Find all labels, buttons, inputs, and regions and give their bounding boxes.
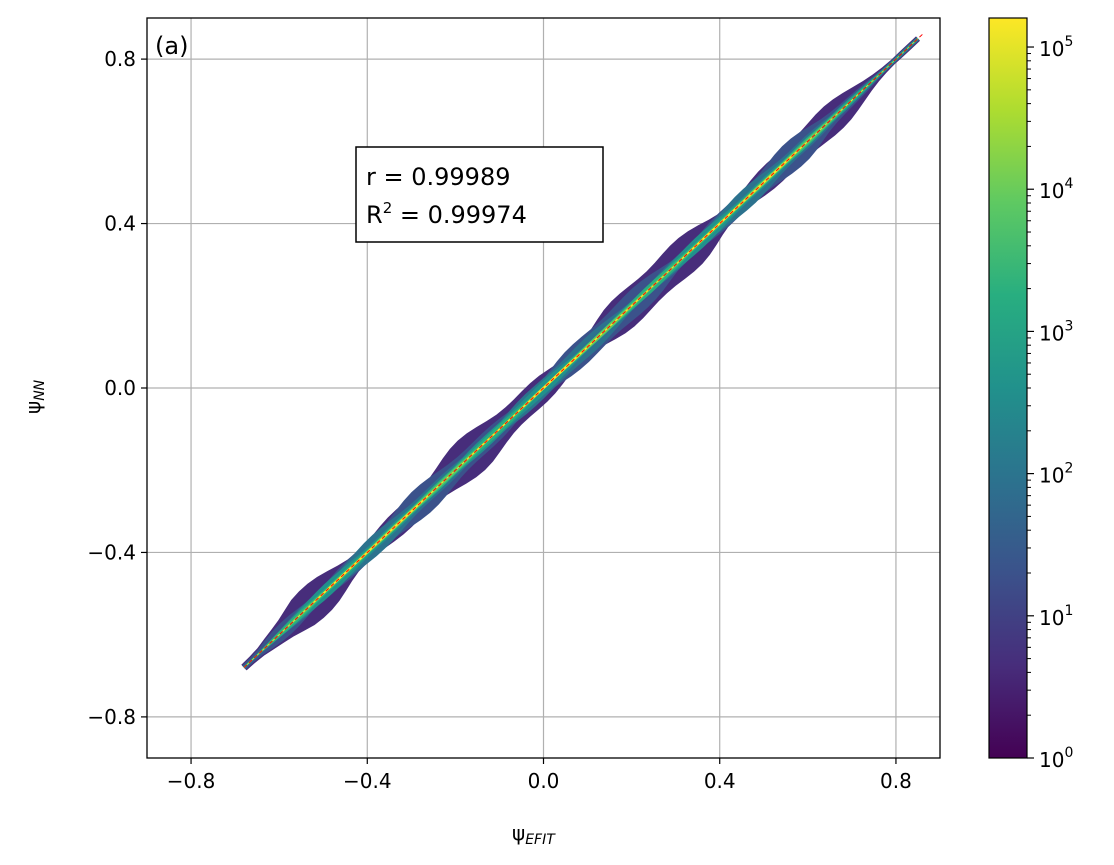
x-tick-label: 0.8 [880, 769, 912, 793]
colorbar-tick-label: 103 [1039, 318, 1073, 345]
y-axis-label-main: ψ [21, 401, 45, 414]
colorbar-tick-label: 102 [1039, 461, 1073, 488]
reference-line [243, 34, 923, 668]
colorbar-tick-label: 101 [1039, 603, 1073, 630]
x-axis-label-sub: EFIT [525, 832, 556, 848]
colorbar-tick-label: 105 [1039, 34, 1073, 61]
y-axis-label-sub: NN [32, 379, 48, 400]
r2-suffix: = 0.99974 [392, 201, 527, 229]
x-tick-label: 0.4 [704, 769, 736, 793]
y-axis-ticks: −0.8 −0.4 0.0 0.4 0.8 [87, 47, 147, 729]
r2-value-text: R2 = 0.99974 [366, 199, 527, 229]
density-layer [243, 38, 919, 668]
y-tick-label: 0.8 [104, 47, 136, 71]
y-tick-label: 0.4 [104, 212, 136, 236]
y-tick-label: −0.8 [87, 705, 136, 729]
x-tick-label: −0.8 [167, 769, 216, 793]
panel-label: (a) [155, 32, 188, 60]
r2-prefix: R [366, 201, 383, 229]
x-tick-label: −0.4 [343, 769, 392, 793]
colorbar-gradient [988, 17, 1028, 759]
y-tick-label: −0.4 [87, 540, 136, 564]
colorbar-ticks: 100 101 102 103 104 105 [1027, 34, 1073, 772]
colorbar: 100 101 102 103 104 105 [988, 17, 1073, 772]
colorbar-tick-label: 104 [1039, 176, 1073, 203]
x-tick-label: 0.0 [528, 769, 560, 793]
y-axis-label: ψNN [21, 379, 48, 414]
r2-superscript: 2 [383, 199, 393, 217]
density-band [241, 36, 921, 671]
x-axis-label-main: ψ [512, 821, 525, 845]
r-value-text: r = 0.99989 [366, 163, 510, 191]
annotation-box [355, 146, 604, 243]
x-axis-ticks: −0.8 −0.4 0.0 0.4 0.8 [167, 758, 912, 793]
y-tick-label: 0.0 [104, 376, 136, 400]
colorbar-tick-label: 100 [1039, 745, 1073, 772]
x-axis-label: ψEFIT [512, 821, 556, 848]
stats-annotation: r = 0.99989 R2 = 0.99974 [355, 146, 604, 243]
